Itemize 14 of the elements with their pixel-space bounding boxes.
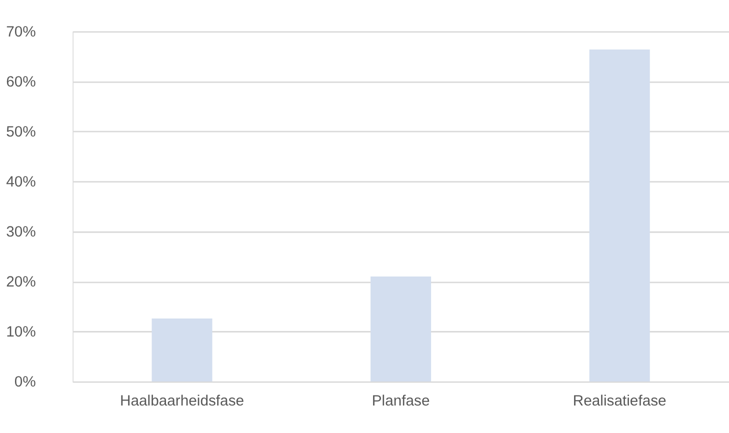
x-tick-label: Planfase: [372, 393, 430, 410]
x-tick-label: Haalbaarheidsfase: [120, 393, 244, 410]
y-tick-label: 70%: [6, 24, 36, 41]
y-tick-label: 0%: [14, 374, 36, 391]
y-tick-label: 40%: [6, 174, 36, 191]
x-tick-label: Realisatiefase: [572, 393, 666, 410]
bar: [589, 49, 650, 382]
y-tick-label: 10%: [6, 324, 36, 341]
y-tick-label: 30%: [6, 224, 36, 241]
y-tick-label: 50%: [6, 124, 36, 141]
y-tick-label: 20%: [6, 274, 36, 291]
y-tick-label: 60%: [6, 74, 36, 91]
bar: [152, 318, 212, 382]
bar: [370, 276, 432, 382]
